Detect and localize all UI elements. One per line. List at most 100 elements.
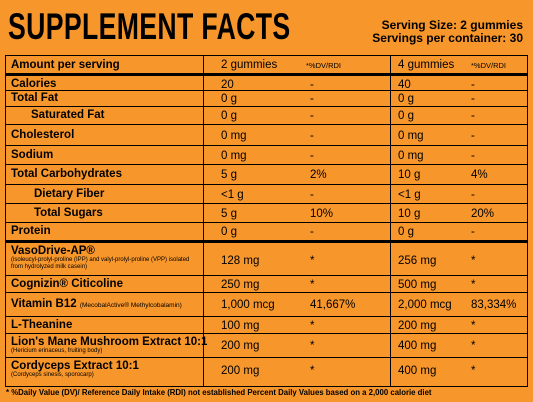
table-row: Cholesterol 0 mg - 0 mg - — [6, 124, 527, 146]
nutrient-label: Vitamin B12 — [11, 298, 77, 310]
amount: 200 mg — [398, 319, 437, 332]
nutrient-name: Protein — [11, 225, 51, 237]
nutrient-label: VasoDrive-AP® — [11, 245, 95, 257]
daily-value: * — [310, 278, 315, 291]
daily-value: 10% — [310, 207, 334, 220]
amount: <1 g — [221, 188, 244, 201]
daily-value: 20% — [471, 207, 495, 220]
amount: <1 g — [398, 188, 421, 201]
column-divider — [203, 56, 204, 386]
amount: 0 g — [221, 93, 237, 105]
amount: 200 mg — [221, 340, 260, 352]
daily-value: * — [471, 319, 476, 332]
nutrient-note: (isoleucyl-prolyl-proline (IPP) and valy… — [11, 257, 190, 270]
nutrient-name: Dietary Fiber — [34, 188, 104, 200]
daily-value: * — [471, 278, 476, 291]
nutrient-name: Cognizin® Citicoline — [11, 278, 123, 290]
amount: 10 g — [398, 169, 421, 181]
amount: 0 mg — [398, 129, 424, 142]
amount: 200 mg — [221, 365, 260, 377]
daily-value: - — [310, 93, 314, 105]
nutrient-name: VasoDrive-AP® (isoleucyl-prolyl-proline (… — [11, 245, 196, 271]
daily-value: - — [471, 129, 475, 142]
nutrient-name: Calories — [11, 78, 56, 90]
nutrient-label: Total Sugars — [34, 206, 103, 219]
daily-value: - — [471, 110, 475, 122]
amount: 100 mg — [221, 319, 260, 332]
nutrient-label: Total Carbohydrates — [11, 168, 122, 180]
amount: 0 g — [221, 226, 237, 238]
table-row: Sodium 0 mg - 0 mg - — [6, 145, 527, 165]
nutrient-label: Sodium — [11, 148, 54, 161]
daily-value: * — [310, 319, 315, 332]
table-row: Saturated Fat 0 g - 0 g - — [6, 106, 527, 125]
daily-value: - — [471, 149, 475, 162]
table-row: Total Sugars 5 g 10% 10 g 20% — [6, 203, 527, 223]
table-row: VasoDrive-AP® (isoleucyl-prolyl-proline (… — [6, 240, 527, 278]
nutrient-label: Protein — [11, 225, 51, 237]
column-header: Amount per serving — [11, 59, 120, 71]
nutrient-name: Sodium — [11, 149, 53, 161]
table-row: Total Fat 0 g - 0 g - — [6, 90, 527, 107]
amount: 5 g — [221, 207, 237, 220]
table-row: Lion's Mane Mushroom Extract 10:1 (Herici… — [6, 333, 527, 358]
nutrient-label: Cholesterol — [11, 128, 75, 141]
nutrient-label: Calories — [11, 77, 57, 90]
daily-value: - — [310, 188, 314, 201]
daily-value: - — [310, 129, 314, 142]
daily-value: 4% — [471, 169, 488, 181]
nutrient-name: L-Theanine — [11, 319, 72, 331]
column-header: 4 gummies — [398, 59, 455, 71]
amount: 20 — [221, 78, 234, 91]
daily-value: 2% — [310, 169, 327, 181]
daily-value: * — [310, 340, 315, 352]
amount: 40 — [398, 78, 411, 91]
nutrient-name: Cholesterol — [11, 129, 74, 141]
daily-value: - — [471, 188, 475, 201]
footnote: * %Daily Value (DV)/ Reference Daily Int… — [6, 388, 432, 397]
table-row: Dietary Fiber <1 g - <1 g - — [6, 184, 527, 204]
amount: 0 g — [221, 110, 237, 122]
daily-value: - — [310, 149, 314, 162]
nutrient-name: Total Fat — [11, 92, 58, 104]
serving-size: Serving Size: 2 gummies — [381, 18, 523, 32]
daily-value: * — [471, 340, 476, 352]
nutrient-note: (MecobalActive® Methylcobalamin) — [79, 302, 182, 309]
table-row: Protein 0 g - 0 g - — [6, 222, 527, 241]
nutrient-name: Lion's Mane Mushroom Extract 10:1 (Herici… — [11, 336, 207, 355]
nutrient-name: Total Sugars — [34, 207, 103, 219]
amount: 256 mg — [398, 254, 437, 267]
nutrient-name: Saturated Fat — [31, 109, 105, 121]
nutrient-label: Dietary Fiber — [34, 187, 105, 200]
amount: 0 g — [398, 110, 414, 122]
nutrient-name: Total Carbohydrates — [11, 168, 122, 180]
amount: 0 g — [398, 93, 414, 105]
daily-value: 41,667% — [310, 299, 356, 311]
amount: 0 g — [398, 226, 414, 238]
amount: 2,000 mcg — [398, 299, 452, 311]
nutrient-label: Saturated Fat — [31, 109, 105, 121]
column-divider — [390, 56, 391, 386]
daily-value: * — [471, 365, 476, 377]
amount: 500 mg — [398, 278, 437, 291]
daily-value: - — [471, 78, 475, 91]
column-header: *%DV/RDI — [306, 61, 342, 70]
table-row: L-Theanine 100 mg * 200 mg * — [6, 316, 527, 334]
amount: 10 g — [398, 207, 421, 220]
nutrient-label: Lion's Mane Mushroom Extract 10:1 — [11, 336, 208, 348]
nutrient-note: (Hericium erinaceus, fruiting body) — [11, 348, 103, 354]
table-row: Cognizin® Citicoline 250 mg * 500 mg * — [6, 275, 527, 293]
servings-per-container: Servings per container: 30 — [372, 31, 523, 45]
table-row: Vitamin B12 (MecobalActive® Methylcobala… — [6, 292, 527, 317]
amount: 250 mg — [221, 278, 260, 291]
column-header: 2 gummies — [221, 59, 278, 71]
amount: 128 mg — [221, 254, 260, 267]
nutrient-name: Vitamin B12 (MecobalActive® Methylcobala… — [11, 298, 182, 310]
header-row: Amount per serving 2 gummies *%DV/RDI 4 gum… — [6, 56, 527, 73]
amount: 400 mg — [398, 365, 437, 377]
amount: 1,000 mcg — [221, 299, 275, 311]
nutrient-label: Total Fat — [11, 92, 59, 104]
table-row: Total Carbohydrates 5 g 2% 10 g 4% — [6, 164, 527, 185]
amount: 0 mg — [221, 129, 247, 142]
